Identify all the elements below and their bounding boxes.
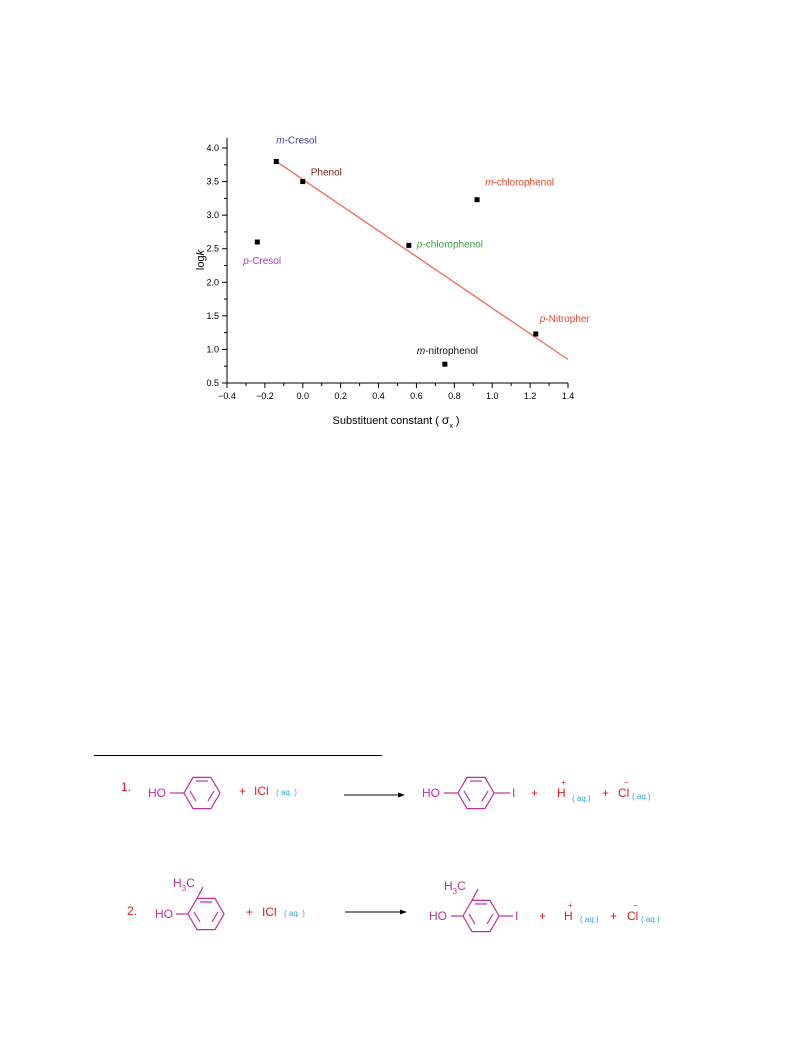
regression-line [275, 160, 569, 361]
reaction-2-proton-state: ( aq.) [580, 915, 599, 924]
y-tick-label: 3.5 [206, 177, 219, 187]
point-label: m-Cresol [276, 135, 317, 146]
x-tick-label: 0.4 [372, 391, 385, 401]
y-axis-label: logk [195, 249, 207, 270]
reaction-1: 1. HO + ICl ( aq. ) HO I + H + ( aq.) [121, 776, 651, 810]
reaction-2-product-methyl: H3C [444, 879, 466, 896]
reaction-1-chloride-charge: − [624, 778, 629, 787]
y-axis-ticks: 0.5 1.0 1.5 2.0 2.5 3.0 3.5 4.0 [206, 143, 227, 388]
reaction-1-chloride: Cl [618, 786, 629, 800]
data-point [442, 361, 448, 367]
reaction-2-ho: HO [155, 907, 173, 921]
y-tick-label: 2.0 [206, 277, 219, 287]
data-points [254, 158, 539, 367]
point-label: Phenol [311, 168, 342, 179]
x-tick-label: 1.0 [486, 391, 499, 401]
y-tick-label: 2.5 [206, 244, 219, 254]
point-label: p-chlorophenol [416, 239, 483, 250]
point-labels: m-Cresol Phenol m-chlorophenol p-chlorophen… [242, 135, 590, 357]
reaction-2-number: 2. [127, 904, 137, 918]
reaction-1-phenol-ring [170, 776, 221, 810]
reaction-1-plus: + [239, 784, 246, 798]
reaction-1-proton: H [557, 786, 566, 800]
reaction-2-proton-charge: + [568, 901, 573, 910]
x-axis-ticks: −0.4 −0.2 0.0 0.2 0.4 0.6 0.8 1.0 1.2 1.4 [218, 383, 574, 401]
data-point [474, 197, 480, 203]
reaction-1-iodophenol-ring [444, 776, 510, 810]
x-tick-label: 0.0 [297, 391, 310, 401]
x-tick-label: 0.6 [410, 391, 423, 401]
reaction-2-cresol-ring [176, 886, 225, 931]
y-tick-label: 1.5 [206, 311, 219, 321]
data-point [406, 242, 412, 248]
x-tick-label: 1.2 [524, 391, 537, 401]
reaction-2-product-ring [451, 888, 513, 933]
reaction-1-proton-state: ( aq.) [572, 794, 591, 803]
reaction-2-reagent: ICl [262, 905, 277, 919]
y-tick-label: 0.5 [206, 378, 219, 388]
data-point [254, 239, 260, 245]
reaction-1-arrow [344, 792, 405, 798]
reaction-2-iodo: I [515, 909, 518, 923]
reaction-1-chloride-state: ( aq.) [632, 792, 651, 801]
reaction-1-product-ho: HO [422, 786, 440, 800]
x-tick-label: 1.4 [562, 391, 575, 401]
data-point [533, 331, 539, 337]
reaction-1-plus-3: + [602, 786, 609, 800]
reaction-2-chloride: Cl [627, 909, 638, 923]
point-label: p-Cresol [242, 256, 281, 267]
reaction-2-reagent-state: ( aq. ) [284, 909, 305, 918]
x-axis-label: Substituent constant (σx) [333, 413, 460, 428]
reaction-2-proton: H [564, 909, 573, 923]
point-label: m-chlorophenol [485, 178, 554, 189]
y-tick-label: 4.0 [206, 143, 219, 153]
x-tick-label: −0.4 [218, 391, 236, 401]
y-tick-label: 3.0 [206, 210, 219, 220]
data-point [300, 179, 306, 185]
reaction-2-plus-2: + [539, 909, 546, 923]
reaction-1-number: 1. [121, 780, 131, 794]
reaction-2-arrow [345, 909, 407, 915]
footnote-rule [94, 755, 382, 756]
reaction-1-plus-2: + [531, 786, 538, 800]
reaction-1-reagent-state: ( aq. ) [276, 788, 297, 797]
x-tick-label: 0.2 [334, 391, 347, 401]
x-tick-label: −0.2 [256, 391, 274, 401]
reaction-2-product-ho: HO [429, 909, 447, 923]
x-tick-label: 0.8 [448, 391, 461, 401]
reaction-1-proton-charge: + [561, 778, 566, 787]
data-point [273, 158, 279, 164]
reaction-2: 2. H3C HO + ICl ( aq. ) H3C HO I [127, 876, 660, 933]
point-label: p-Nitrophenol [539, 314, 590, 325]
reaction-1-iodo: I [512, 786, 515, 800]
reaction-2-methyl: H3C [173, 876, 195, 893]
reaction-2-plus: + [246, 905, 253, 919]
reaction-2-chloride-charge: − [633, 901, 638, 910]
point-label: m-nitrophenol [417, 346, 478, 357]
reaction-2-plus-3: + [610, 909, 617, 923]
reaction-2-chloride-state: ( aq.) [641, 915, 660, 924]
hammett-plot: −0.4 −0.2 0.0 0.2 0.4 0.6 0.8 1.0 1.2 1.4 0.5 1.0 1… [195, 135, 590, 428]
reaction-1-reagent: ICl [254, 784, 269, 798]
y-tick-label: 1.0 [206, 344, 219, 354]
reaction-1-ho: HO [148, 786, 166, 800]
